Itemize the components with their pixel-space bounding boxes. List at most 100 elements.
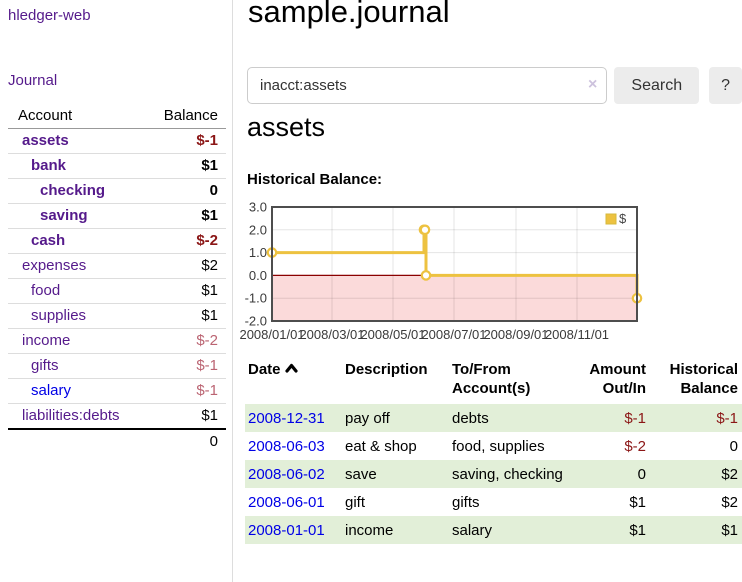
register-row: 2008-06-01 gift gifts $1 $2 xyxy=(245,488,742,516)
transaction-description: gift xyxy=(345,494,366,511)
transaction-description: save xyxy=(345,466,377,483)
y-axis-tick-label: 2.0 xyxy=(249,222,267,237)
accounts-header-account: Account xyxy=(8,104,141,129)
transaction-accounts: salary xyxy=(452,522,493,539)
accounts-total-row: 0 xyxy=(8,428,226,454)
search-input[interactable] xyxy=(247,67,608,104)
x-axis-tick-label: 2008/07/01 xyxy=(421,327,486,342)
account-link[interactable]: bank xyxy=(31,157,67,174)
register-header-description: Description xyxy=(345,361,428,378)
register-header-balance: Historical Balance xyxy=(669,361,738,397)
transaction-accounts: saving, checking xyxy=(452,466,563,483)
page-title: sample.journal xyxy=(248,0,450,29)
account-link[interactable]: salary xyxy=(31,382,72,399)
accounts-table: Account Balance assets $-1 bank $1 checking 0… xyxy=(8,104,226,454)
account-balance: $1 xyxy=(140,203,226,229)
x-axis-tick-label: 2008/09/01 xyxy=(483,327,548,342)
y-axis-tick-label: 1.0 xyxy=(249,245,267,260)
account-link[interactable]: supplies xyxy=(31,307,87,324)
sort-ascending-icon xyxy=(284,360,298,379)
account-link[interactable]: saving xyxy=(40,207,88,224)
account-row: liabilities:debts $1 xyxy=(8,403,226,429)
account-row: cash $-2 xyxy=(8,228,226,254)
account-balance: $1 xyxy=(140,278,226,304)
legend-label: $ xyxy=(619,211,627,226)
account-link[interactable]: assets xyxy=(22,132,69,149)
account-balance: $1 xyxy=(140,153,226,179)
search-box: × xyxy=(247,67,608,104)
account-balance: $-1 xyxy=(140,378,226,404)
transaction-date-link[interactable]: 2008-06-03 xyxy=(248,438,325,455)
account-heading: assets xyxy=(247,112,326,142)
transaction-balance: $2 xyxy=(721,466,738,483)
y-axis-tick-label: 0.0 xyxy=(249,268,267,283)
brand-link[interactable]: hledger-web xyxy=(8,7,91,24)
transaction-date-link[interactable]: 2008-06-01 xyxy=(248,494,325,511)
sidebar-item-journal[interactable]: Journal xyxy=(8,72,58,89)
search-button[interactable]: Search xyxy=(614,67,700,104)
account-row: gifts $-1 xyxy=(8,353,226,379)
register-row: 2008-06-02 save saving, checking 0 $2 xyxy=(245,460,742,488)
account-row: income $-2 xyxy=(8,328,226,354)
accounts-total-value: 0 xyxy=(140,428,226,454)
account-balance: 0 xyxy=(140,178,226,204)
y-axis-tick-label: 3.0 xyxy=(249,200,267,215)
transaction-description: pay off xyxy=(345,410,390,427)
account-row: assets $-1 xyxy=(8,129,226,154)
accounts-header-row: Account Balance xyxy=(8,104,226,129)
x-axis-tick-label: 2008/05/01 xyxy=(360,327,425,342)
account-row: expenses $2 xyxy=(8,253,226,279)
register-row: 2008-06-03 eat & shop food, supplies $-2 0 xyxy=(245,432,742,460)
chart-title: Historical Balance: xyxy=(247,171,383,188)
account-row: bank $1 xyxy=(8,153,226,179)
transaction-description: income xyxy=(345,522,394,539)
transaction-description: eat & shop xyxy=(345,438,417,455)
transaction-amount: $1 xyxy=(629,494,646,511)
transaction-date-link[interactable]: 2008-01-01 xyxy=(248,522,325,539)
plot-border xyxy=(271,206,638,322)
account-row: saving $1 xyxy=(8,203,226,229)
account-balance: $-2 xyxy=(140,328,226,354)
x-axis-tick-label: 2008/01/01 xyxy=(239,327,304,342)
search-bar: × Search ? xyxy=(247,67,742,104)
transaction-date-link[interactable]: 2008-12-31 xyxy=(248,410,325,427)
negative-region xyxy=(272,275,637,321)
transaction-amount: $-1 xyxy=(624,410,646,427)
account-link[interactable]: cash xyxy=(31,232,66,249)
transaction-date-link[interactable]: 2008-06-02 xyxy=(248,466,325,483)
account-link[interactable]: gifts xyxy=(31,357,59,374)
accounts-header-balance: Balance xyxy=(140,104,226,129)
account-link[interactable]: checking xyxy=(40,182,106,199)
register-header-accounts: To/From Account(s) xyxy=(452,361,531,397)
register-header-amount: Amount Out/In xyxy=(589,361,646,397)
account-link[interactable]: expenses xyxy=(22,257,87,274)
account-balance: $-1 xyxy=(140,353,226,379)
transaction-amount: $-2 xyxy=(624,438,646,455)
register-table: Date Description To/From Account(s) Amou… xyxy=(245,358,742,544)
account-link[interactable]: liabilities:debts xyxy=(22,407,120,424)
help-button[interactable]: ? xyxy=(709,67,742,104)
x-axis-tick-label: 2008/03/01 xyxy=(299,327,364,342)
register-row: 2008-12-31 pay off debts $-1 $-1 xyxy=(245,404,742,432)
register-header-date[interactable]: Date xyxy=(245,358,342,404)
x-axis-tick-label: 2008/11/01 xyxy=(545,327,609,342)
transaction-accounts: food, supplies xyxy=(452,438,545,455)
account-row: supplies $1 xyxy=(8,303,226,329)
transaction-amount: $1 xyxy=(629,522,646,539)
register-header-row: Date Description To/From Account(s) Amou… xyxy=(245,358,742,404)
register-row: 2008-01-01 income salary $1 $1 xyxy=(245,516,742,544)
account-row: food $1 xyxy=(8,278,226,304)
data-point-marker xyxy=(419,224,431,236)
data-point-marker xyxy=(420,270,432,281)
account-balance: $1 xyxy=(140,403,226,429)
historical-balance-chart[interactable]: $3.0 2.0 1.0 0.0 -1.0 -2.0 2008/01/01 2008/03/0… xyxy=(239,196,742,346)
account-row: checking 0 xyxy=(8,178,226,204)
y-axis-tick-label: -2.0 xyxy=(245,314,267,329)
account-link[interactable]: income xyxy=(22,332,71,349)
clear-search-icon[interactable]: × xyxy=(588,76,598,93)
sidebar: hledger-web Journal Account Balance asse… xyxy=(0,0,233,582)
account-balance: $2 xyxy=(140,253,226,279)
transaction-balance: 0 xyxy=(729,438,738,455)
account-link[interactable]: food xyxy=(31,282,61,299)
